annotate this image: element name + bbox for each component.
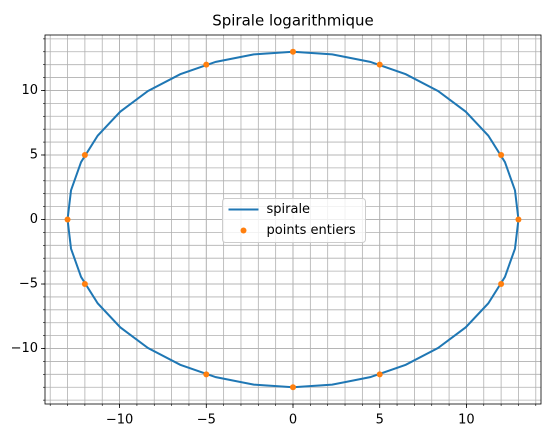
y-tick-label: 10 [21,83,38,98]
x-tick-label: −5 [197,413,216,428]
y-tick-label: 5 [30,147,38,162]
point [64,216,71,223]
point [81,151,88,158]
legend-label: points entiers [267,223,356,238]
point [376,61,383,68]
point [203,61,210,68]
point [498,151,505,158]
y-tick-label: −10 [11,341,38,356]
x-tick-label: 10 [458,413,475,428]
y-tick-label: −5 [19,277,38,292]
plot-frame [44,34,542,405]
legend-label: spirale [267,202,311,217]
point [290,384,296,391]
chart-title: Spirale logarithmique [212,12,374,30]
legend-swatch [240,227,247,234]
x-tick-label: 5 [376,413,384,428]
point [290,48,296,55]
point [203,371,210,378]
point [81,281,88,288]
x-tick-label: 0 [289,413,297,428]
x-tick-label: −10 [106,413,133,428]
y-tick-label: 0 [30,212,38,227]
point [515,216,522,223]
point [376,371,383,378]
point [498,281,505,288]
